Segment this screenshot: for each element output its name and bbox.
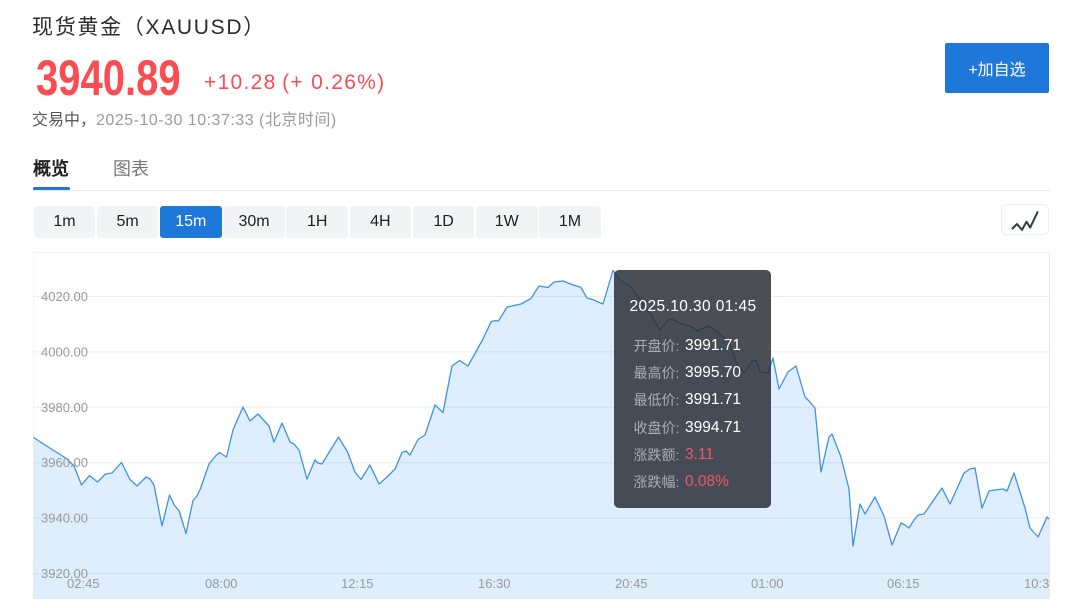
svg-text:3960.00: 3960.00 [41,455,88,470]
svg-text:3920.00: 3920.00 [41,566,88,581]
svg-text:4020.00: 4020.00 [41,289,88,304]
svg-text:3980.00: 3980.00 [41,400,88,415]
svg-text:3940.00: 3940.00 [41,511,88,526]
svg-text:4000.00: 4000.00 [41,344,88,359]
